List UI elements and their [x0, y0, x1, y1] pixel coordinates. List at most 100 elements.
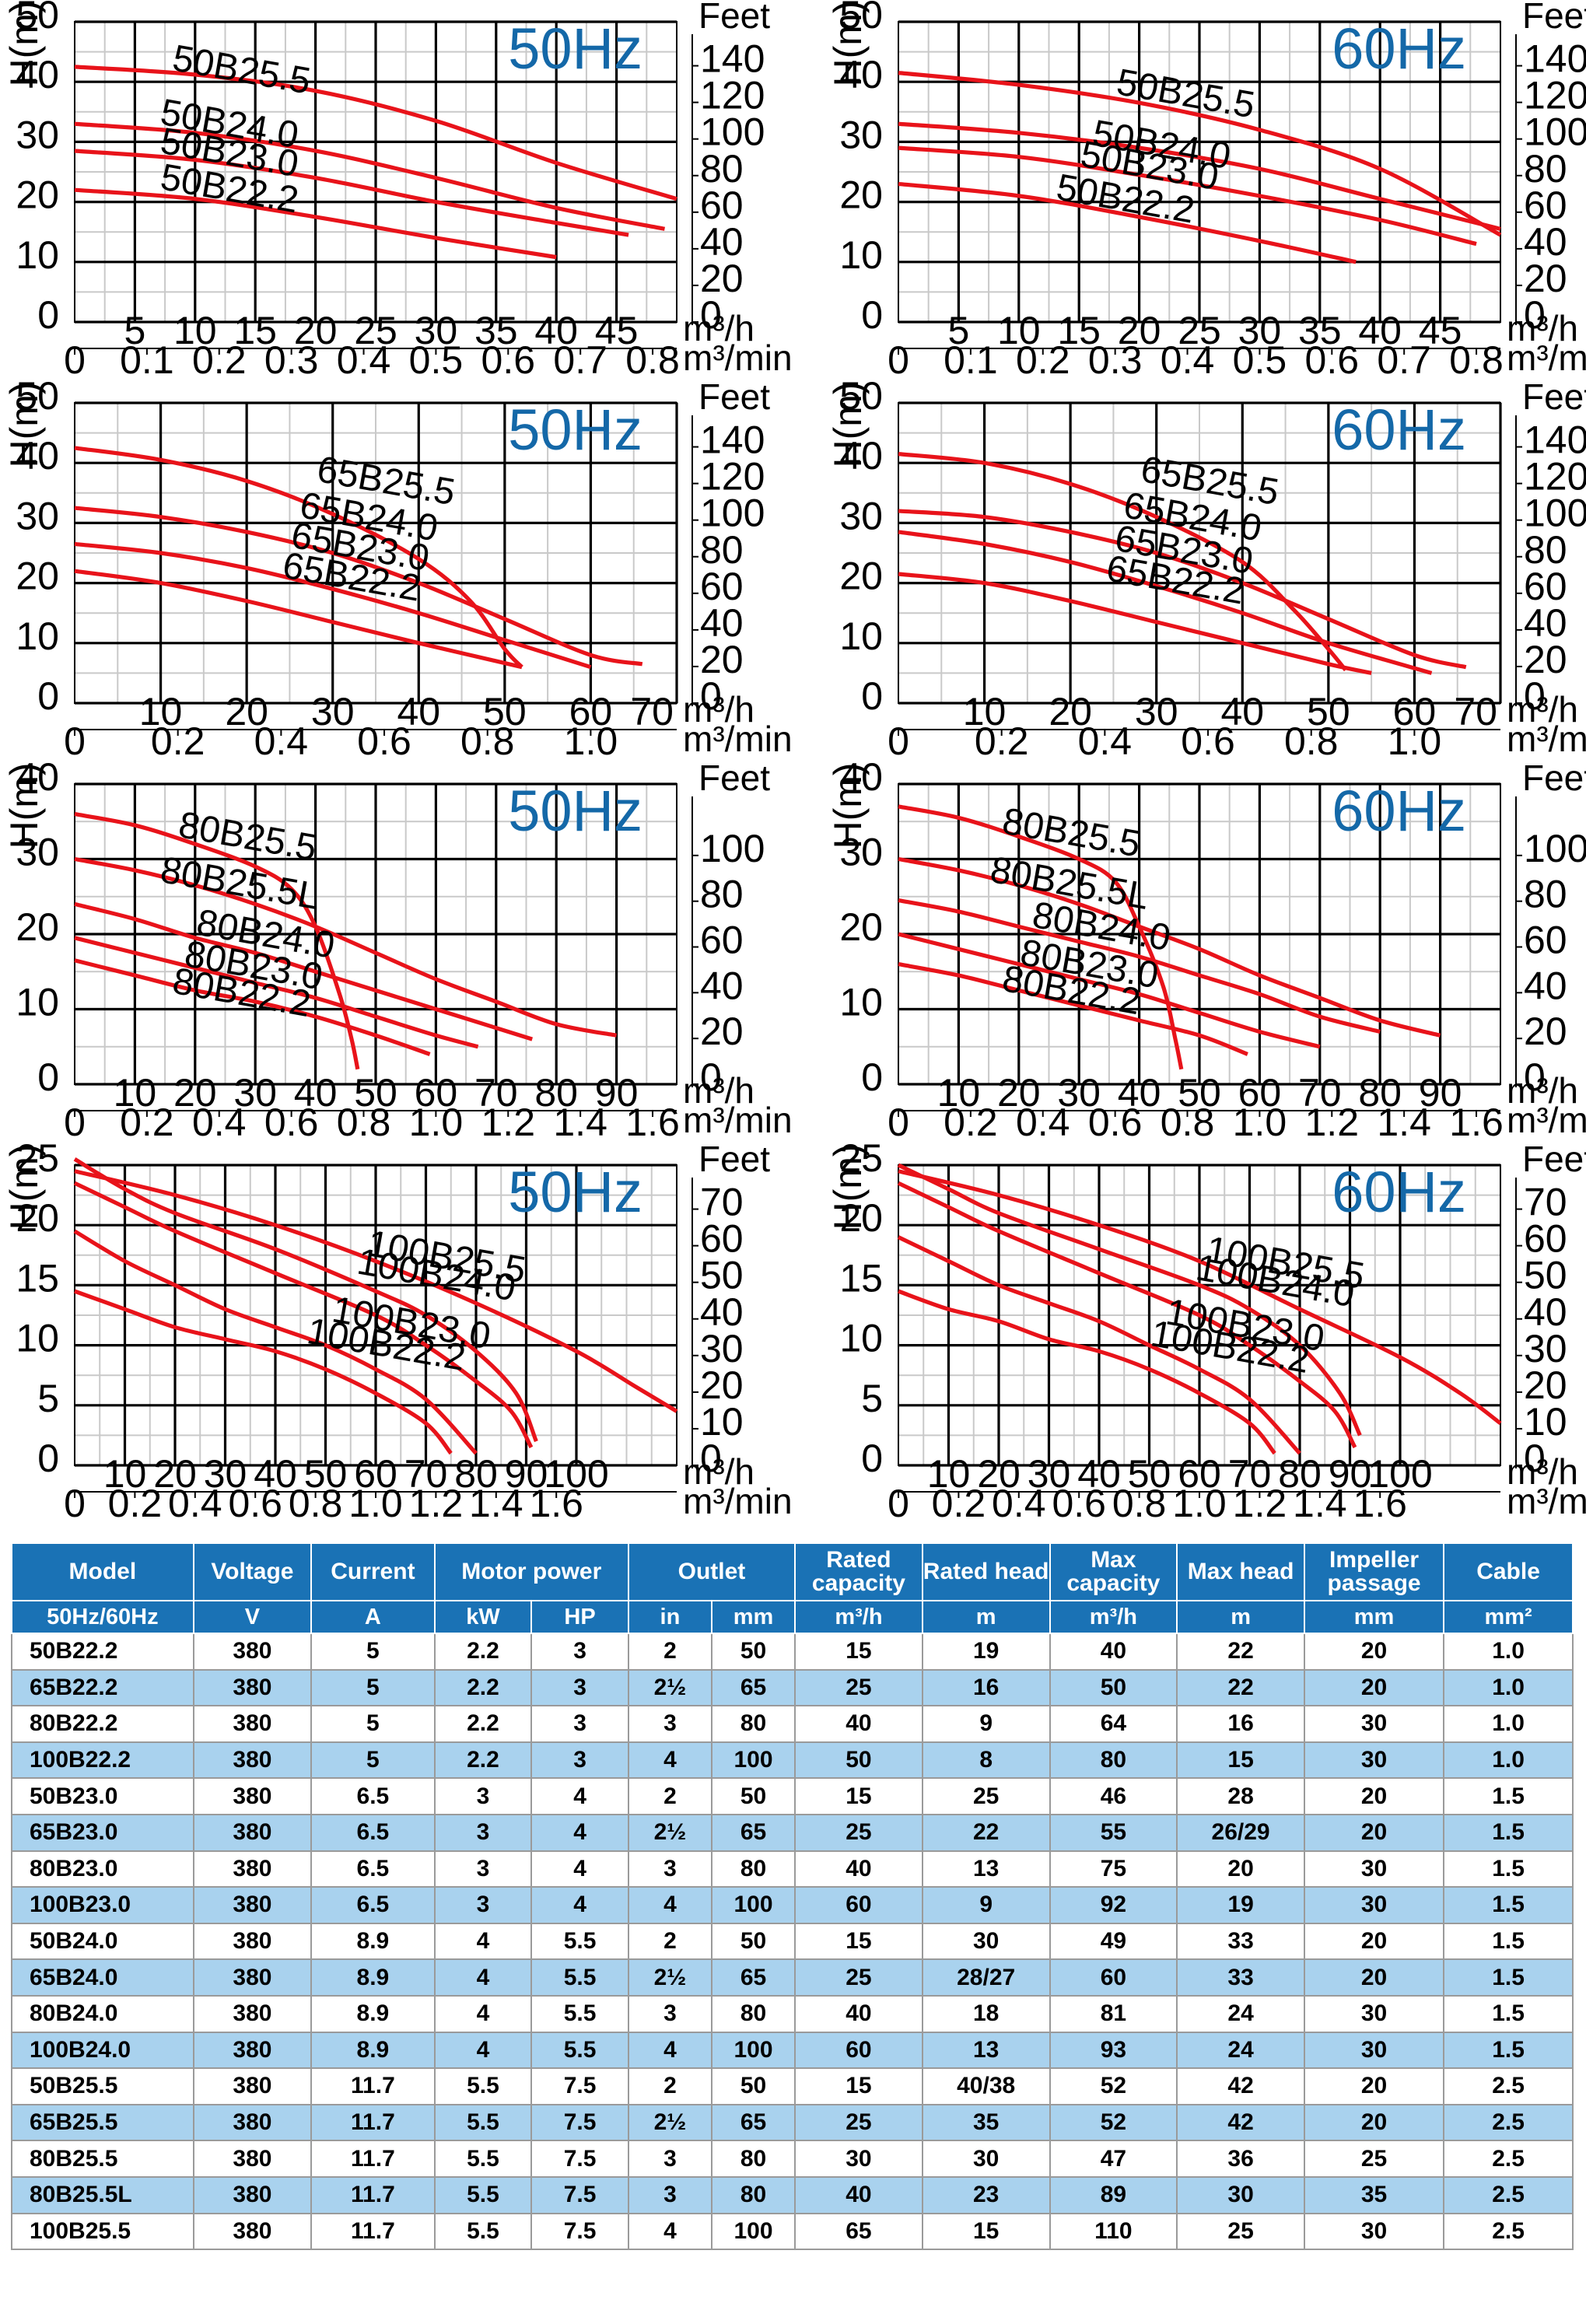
- table-cell: 4: [627, 1886, 712, 1924]
- feet-tick-label: 20: [1524, 638, 1567, 681]
- y-tick-label: 40: [16, 53, 59, 96]
- feet-tick-label: 140: [700, 418, 765, 462]
- table-cell: 2½: [627, 1813, 712, 1852]
- table-cell: 20: [1303, 1668, 1445, 1707]
- feet-tick-label: 50: [1524, 1254, 1567, 1297]
- feet-tick-label: 100: [700, 110, 765, 154]
- table-cell: 24: [1176, 2031, 1305, 2070]
- table-cell: 93: [1049, 2031, 1178, 2070]
- plot-frame: [898, 21, 1501, 323]
- table-cell: 380: [192, 2067, 313, 2105]
- x-tick-label: 45: [1419, 309, 1462, 352]
- table-row: 80B25.5 380 11.7 5.5 7.5 3 80 30 30 47 36 25 2.5: [11, 2140, 1574, 2178]
- table-cell: 2: [627, 2067, 712, 2105]
- table-cell: 80: [710, 2140, 797, 2178]
- min-tick-label: 0.2: [975, 719, 1029, 763]
- table-cell: 9: [921, 1705, 1051, 1743]
- header-outlet: Outlet: [627, 1542, 797, 1601]
- x-tick-label: 35: [1298, 309, 1342, 352]
- x-tick-label: 20: [294, 309, 338, 352]
- table-cell: 15: [794, 1922, 923, 1961]
- curve-100b23-0: [73, 1181, 534, 1449]
- table-cell: 3: [433, 1850, 533, 1888]
- y-tick-label: 40: [839, 53, 883, 96]
- y-tick-label: 15: [16, 1256, 59, 1300]
- table-cell: 3: [433, 1813, 533, 1852]
- table-cell: 380: [192, 1994, 313, 2033]
- table-row: 80B23.0 380 6.5 3 4 3 80 40 13 75 20 30 1.5: [11, 1850, 1574, 1888]
- min-tick-label: 0.4: [1016, 1101, 1070, 1144]
- y-tick-label: 20: [839, 173, 883, 217]
- min-unit-label: m³/min: [1507, 1481, 1586, 1521]
- table-cell: 380: [192, 2103, 313, 2142]
- table-row: 50B25.5 380 11.7 5.5 7.5 2 50 15 40/38 52 42 20 2.5: [11, 2067, 1574, 2105]
- table-cell: 1.5: [1443, 2031, 1574, 2070]
- y-tick-label: 20: [839, 1196, 883, 1240]
- min-tick-label: 0.6: [228, 1482, 282, 1525]
- table-cell: 4: [627, 1741, 712, 1780]
- frequency-label: 60Hz: [1332, 1160, 1466, 1224]
- table-cell: 36: [1176, 2140, 1305, 2178]
- x-tick-label: 30: [1135, 690, 1178, 733]
- min-tick-label: 1.2: [1233, 1482, 1287, 1525]
- min-tick-label: 0.6: [1052, 1482, 1106, 1525]
- min-tick-label: 0.7: [553, 338, 607, 382]
- x-tick-label: 70: [630, 690, 674, 733]
- y-tick-label: 0: [37, 1437, 59, 1480]
- table-cell: 13: [921, 2031, 1051, 2070]
- table-cell: 3: [530, 1741, 629, 1780]
- table-cell: 55: [1049, 1813, 1178, 1852]
- frequency-label: 50Hz: [508, 397, 642, 462]
- y-axis-title: H(m): [2, 0, 46, 86]
- feet-tick-label: 100: [1524, 492, 1586, 535]
- table-cell: 1.5: [1443, 1813, 1574, 1852]
- chart-50-60hz: 01020304050H(m)Feet020406080100120140510…: [826, 0, 1586, 382]
- table-cell: 50: [710, 2067, 797, 2105]
- x-tick-label: 10: [937, 1071, 981, 1115]
- curve-65b25-5: [74, 446, 523, 669]
- min-unit-label: m³/min: [1507, 1100, 1586, 1140]
- x-tick-label: 30: [1057, 1071, 1101, 1115]
- table-cell: 7.5: [530, 2140, 629, 2178]
- x-tick-label: 70: [1228, 1452, 1272, 1496]
- min-tick-label: 1.6: [1353, 1482, 1407, 1525]
- chart-100-60hz: 0510152025H(m)Feet0102030405060701020304…: [826, 1136, 1586, 1525]
- table-cell: 65: [710, 1813, 797, 1852]
- table-cell: 5.5: [530, 1958, 629, 1997]
- x-tick-label: 5: [947, 309, 969, 352]
- feet-tick-label: 80: [700, 873, 744, 916]
- table-cell: 11.7: [310, 2067, 436, 2105]
- x-tick-label: 40: [1358, 309, 1402, 352]
- table-cell: 40: [794, 2175, 923, 2214]
- table-cell: 15: [794, 2067, 923, 2105]
- table-cell: 4: [433, 1922, 533, 1961]
- min-tick-label: 0.3: [264, 338, 319, 382]
- header-max-capacity: Max capacity: [1049, 1542, 1178, 1601]
- feet-tick-label: 40: [700, 220, 744, 264]
- table-cell: 2.2: [433, 1633, 533, 1671]
- table-cell: 1.0: [1443, 1668, 1574, 1707]
- table-cell: 5: [310, 1668, 436, 1707]
- table-cell: 18: [921, 1994, 1051, 2033]
- x-tick-label: 80: [1358, 1071, 1402, 1115]
- table-cell: 20: [1303, 2103, 1445, 2142]
- x-tick-label: 50: [1307, 690, 1350, 733]
- table-cell: 20: [1303, 1958, 1445, 1997]
- table-cell: 2.5: [1443, 2212, 1574, 2251]
- min-tick-label: 0.8: [1161, 1101, 1215, 1144]
- spec-table-body: 50B22.2 380 5 2.2 3 2 50 15 19 40 22 20 1.0 65B22.2 38…: [11, 1633, 1574, 2251]
- table-cell: 65: [710, 2103, 797, 2142]
- x-unit-label: m³/h: [1507, 1070, 1578, 1111]
- feet-axis-title: Feet: [1522, 1139, 1586, 1179]
- feet-axis-title: Feet: [1522, 758, 1586, 798]
- x-tick-label: 10: [173, 309, 217, 352]
- x-tick-label: 60: [569, 690, 613, 733]
- feet-tick-label: 20: [700, 1010, 744, 1053]
- y-tick-label: 0: [861, 293, 883, 337]
- x-tick-label: 25: [354, 309, 397, 352]
- feet-tick-label: 0: [1524, 674, 1546, 718]
- table-cell: 89: [1049, 2175, 1178, 2214]
- table-cell: 20: [1176, 1850, 1305, 1888]
- table-cell: 1.5: [1443, 1886, 1574, 1924]
- table-cell: 65: [710, 1668, 797, 1707]
